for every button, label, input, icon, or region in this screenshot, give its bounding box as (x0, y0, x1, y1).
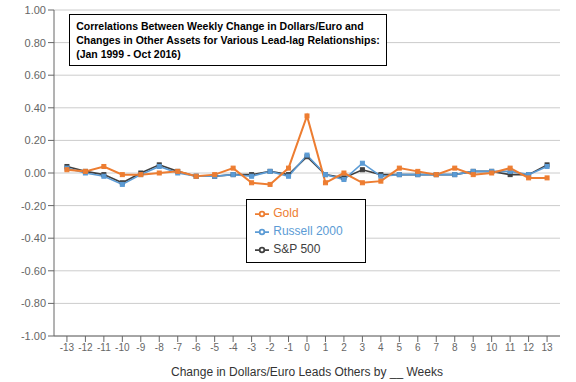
svg-text:-0.60: -0.60 (21, 265, 46, 277)
html-text:Gold: Gold (273, 206, 299, 221)
svg-text:1: 1 (323, 342, 329, 353)
svg-text:-3: -3 (247, 342, 256, 353)
svg-text:0.80: 0.80 (25, 37, 46, 49)
svg-text:9: 9 (470, 342, 476, 353)
svg-text:0.40: 0.40 (25, 102, 46, 114)
svg-text:-8: -8 (155, 342, 164, 353)
svg-text:0.60: 0.60 (25, 69, 46, 81)
svg-text:-1: -1 (284, 342, 293, 353)
html-text:Changes in Other Assets for Va: Changes in Other Assets for Various Lead… (76, 34, 380, 46)
svg-text:3: 3 (360, 342, 366, 353)
svg-text:11: 11 (505, 342, 516, 353)
svg-text:-1.00: -1.00 (21, 330, 46, 342)
svg-text:-7: -7 (173, 342, 182, 353)
svg-text:13: 13 (542, 342, 554, 353)
svg-text:0: 0 (304, 342, 310, 353)
html-text:Correlations Between Weekly Ch: Correlations Between Weekly Change in Do… (76, 20, 364, 32)
svg-text:-0.40: -0.40 (21, 232, 46, 244)
svg-text:5: 5 (397, 342, 403, 353)
svg-text:4: 4 (378, 342, 384, 353)
html-text:S&P 500: S&P 500 (273, 242, 321, 257)
svg-text:-0.80: -0.80 (21, 297, 46, 309)
svg-text:-12: -12 (78, 342, 93, 353)
svg-text:10: 10 (486, 342, 498, 353)
svg-text:6: 6 (415, 342, 421, 353)
svg-text:-0.20: -0.20 (21, 200, 46, 212)
svg-text:-2: -2 (266, 342, 275, 353)
svg-text:-6: -6 (192, 342, 201, 353)
svg-text:0.00: 0.00 (25, 167, 46, 179)
svg-text:-4: -4 (229, 342, 238, 353)
svg-text:2: 2 (341, 342, 347, 353)
svg-text:-10: -10 (115, 342, 130, 353)
html-text:(Jan 1999 - Oct 2016): (Jan 1999 - Oct 2016) (76, 48, 181, 60)
svg-text:-9: -9 (136, 342, 145, 353)
html-text:Russell 2000: Russell 2000 (273, 224, 343, 239)
svg-text:1.00: 1.00 (25, 4, 46, 16)
svg-text:-11: -11 (97, 342, 111, 353)
svg-text:7: 7 (433, 342, 439, 353)
svg-text:8: 8 (452, 342, 458, 353)
svg-text:-5: -5 (210, 342, 219, 353)
svg-text:0.20: 0.20 (25, 134, 46, 146)
svg-text:Change in Dollars/Euro Leads O: Change in Dollars/Euro Leads Others by _… (171, 365, 443, 379)
svg-text:12: 12 (523, 342, 535, 353)
svg-text:-13: -13 (60, 342, 75, 353)
